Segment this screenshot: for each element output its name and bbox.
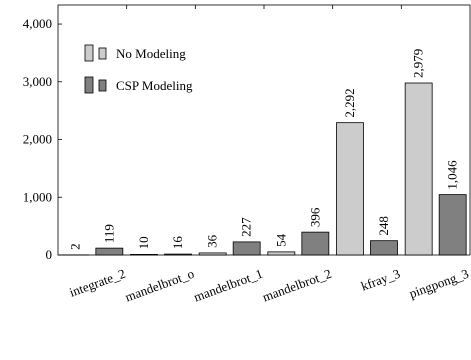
legend-label: No Modeling: [116, 46, 186, 61]
bar: [404, 82, 433, 256]
y-tick-label: 4,000: [23, 16, 52, 31]
bar: [232, 241, 261, 256]
legend-swatch: [98, 79, 107, 92]
bar: [95, 247, 124, 256]
x-tick-label: mandelbrot_2: [260, 266, 333, 305]
x-tick-label: mandelbrot_1: [192, 266, 265, 305]
y-tick-label: 2,000: [23, 132, 52, 147]
bar: [164, 253, 192, 256]
x-tick-label: mandelbrot_o: [123, 266, 196, 305]
legend-label: CSP Modeling: [116, 78, 193, 93]
y-tick-label: 0: [46, 247, 53, 262]
bar: [198, 252, 227, 256]
bar: [267, 251, 296, 256]
value-label: 16: [170, 236, 185, 250]
x-tick-label: pingpong_3: [407, 266, 471, 301]
y-tick-label: 3,000: [23, 74, 52, 89]
value-label: 227: [239, 217, 254, 237]
x-tick-label: kfray_3: [359, 266, 402, 294]
legend-swatch: [84, 44, 94, 62]
value-label: 2,292: [342, 88, 357, 117]
value-label: 2: [67, 243, 82, 250]
bar: [301, 231, 330, 256]
bar: [336, 122, 364, 256]
value-label: 2,979: [411, 49, 426, 78]
bar: [438, 194, 467, 256]
value-label: 1,046: [445, 160, 460, 190]
value-label: 36: [205, 234, 220, 248]
value-label: 248: [376, 216, 391, 236]
value-label: 54: [273, 233, 288, 247]
value-label: 10: [136, 236, 151, 249]
y-tick-label: 1,000: [23, 189, 52, 204]
bar: [130, 254, 158, 256]
value-label: 119: [101, 224, 116, 243]
x-tick-label: integrate_2: [67, 266, 127, 300]
bar: [370, 240, 398, 256]
value-label: 396: [307, 207, 322, 227]
legend-swatch: [98, 47, 107, 60]
legend-swatch: [84, 76, 94, 94]
